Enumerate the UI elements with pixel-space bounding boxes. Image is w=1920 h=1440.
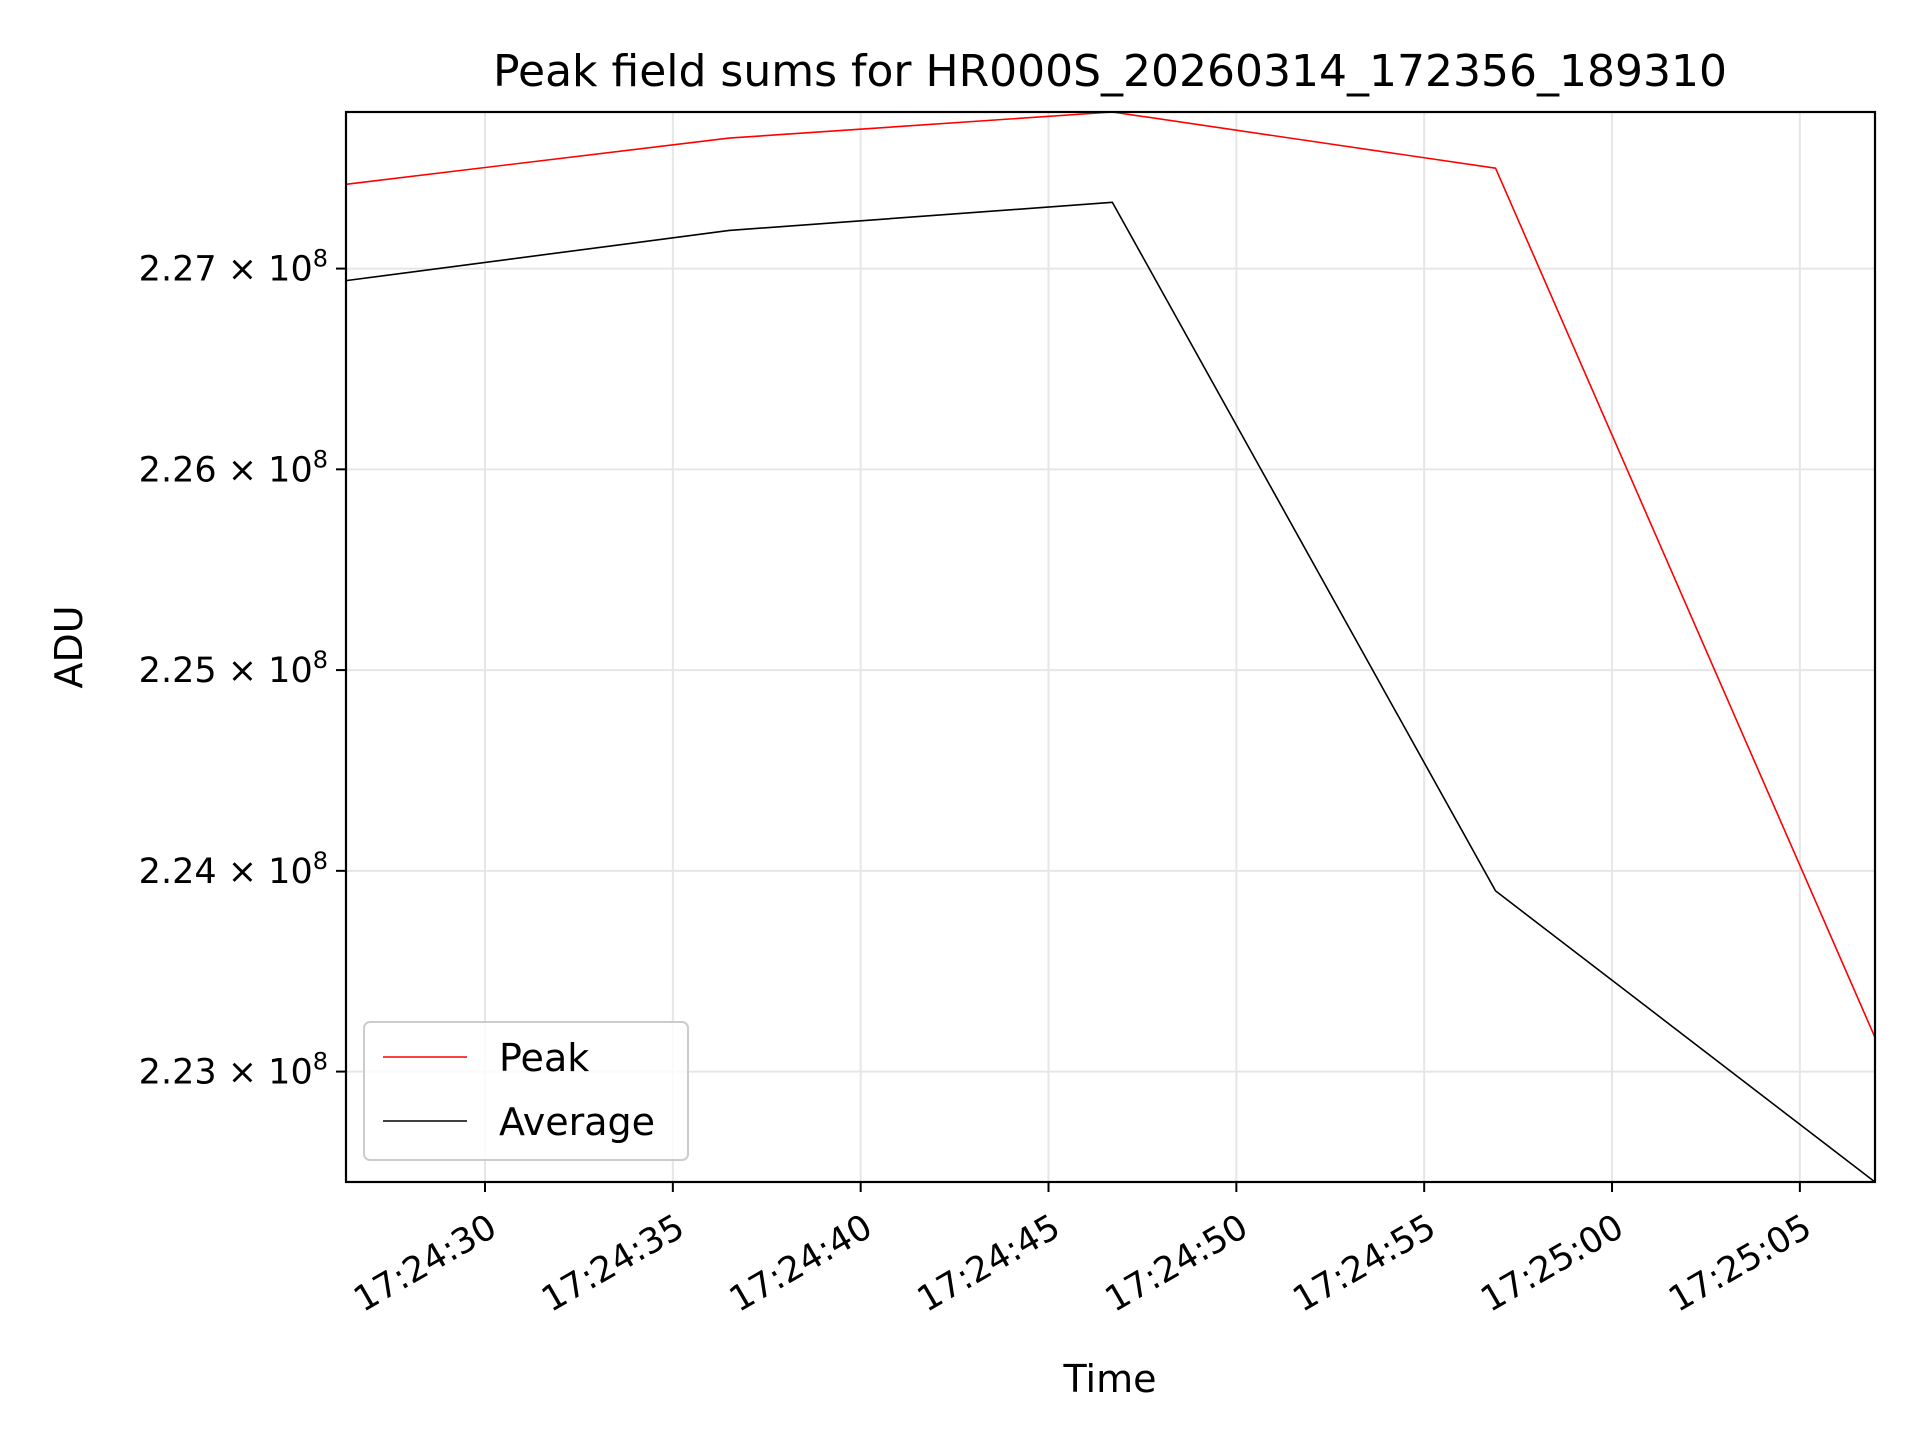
legend-label-average: Average: [499, 1100, 655, 1144]
legend-label-peak: Peak: [499, 1036, 589, 1080]
y-axis-ticks: 2.23 × 108 2.24 × 108 2.25 × 108 2.26 × 108…: [139, 245, 346, 1093]
y-tick-label: 2.24 × 108: [139, 847, 328, 892]
y-tick-label: 2.25 × 108: [139, 646, 328, 691]
y-tick-label: 2.26 × 108: [139, 445, 328, 490]
plot-frame: [344, 110, 1877, 1184]
legend: Peak Average: [363, 1021, 689, 1161]
y-tick-label: 2.27 × 108: [139, 245, 328, 290]
series-line-average: [345, 201, 1876, 1183]
x-axis-label: Time: [1063, 1357, 1157, 1401]
y-tick-label: 2.23 × 108: [139, 1048, 328, 1093]
chart-title: Peak field sums for HR000S_20260314_1723…: [493, 46, 1727, 97]
grid: [346, 112, 1875, 1182]
y-axis-label: ADU: [47, 605, 91, 688]
